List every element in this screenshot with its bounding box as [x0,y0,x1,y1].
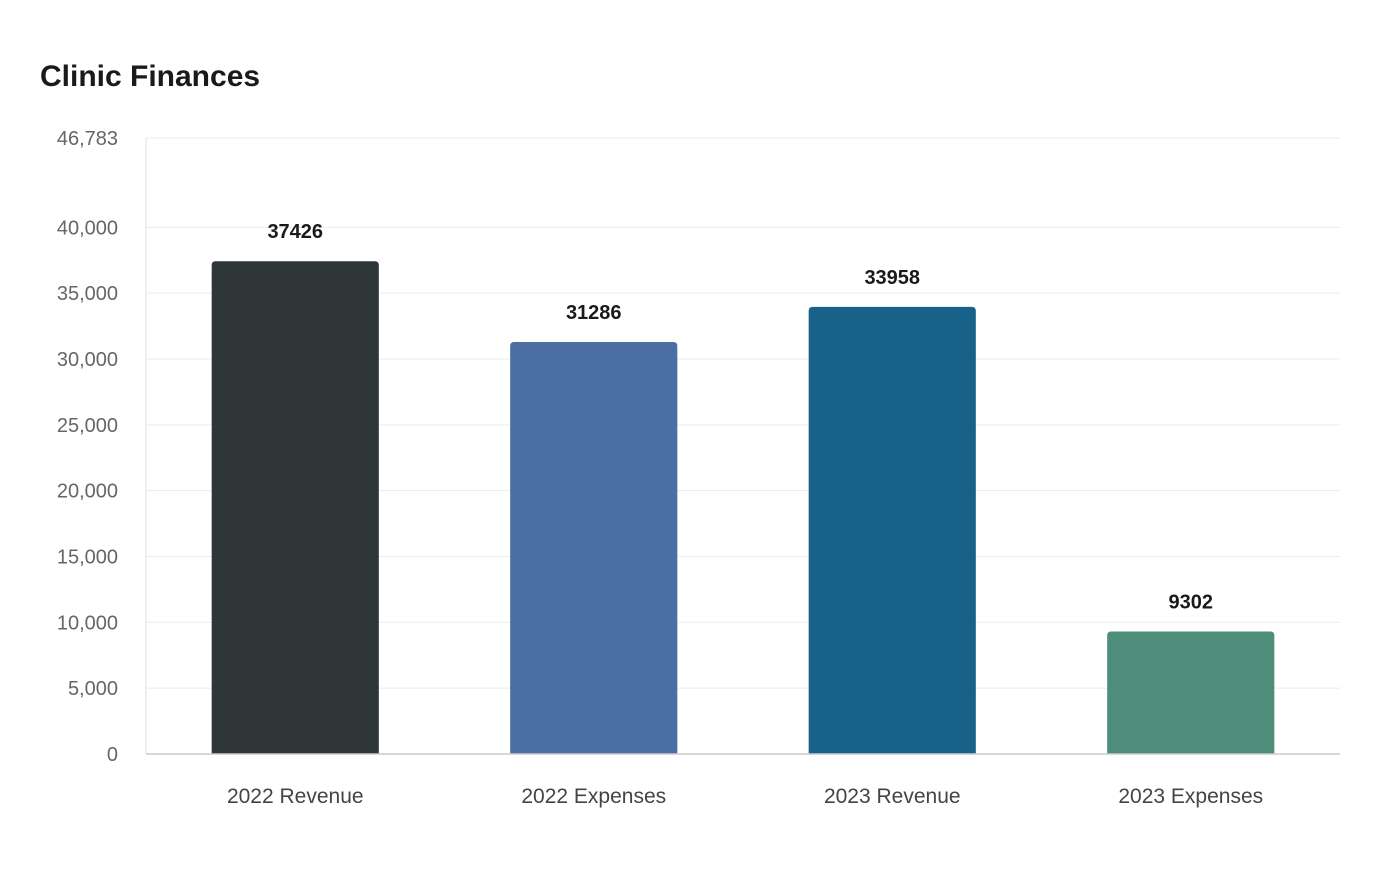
y-tick-label: 35,000 [57,283,118,305]
x-axis-categories: 2022 Revenue 2022 Expenses 2023 Revenue 202… [227,785,1263,808]
data-label: 31286 [566,302,622,324]
y-tick-label: 25,000 [57,415,118,437]
x-category-label: 2023 Revenue [824,785,961,808]
x-category-label: 2022 Revenue [227,785,364,808]
y-tick-label: 5,000 [68,678,118,700]
data-label: 9302 [1169,592,1214,614]
y-tick-label: 20,000 [57,481,118,503]
x-category-label: 2022 Expenses [521,785,666,808]
data-labels: 37426 31286 33958 9302 [267,221,1213,613]
bar-2022-expenses [510,342,678,754]
data-label: 33958 [864,267,920,289]
y-axis-ticks: 0 5,000 10,000 15,000 20,000 25,000 30,000 35,0… [57,128,118,766]
bar-2023-expenses [1107,631,1275,754]
y-tick-label: 30,000 [57,349,118,371]
x-category-label: 2023 Expenses [1118,785,1263,808]
axes [145,138,1340,755]
y-tick-label: 10,000 [57,612,118,634]
data-label: 37426 [267,221,323,243]
bar-2023-revenue [808,306,976,754]
chart-title: Clinic Finances [40,60,261,93]
y-tick-label: 46,783 [57,128,118,150]
y-tick-label: 40,000 [57,217,118,239]
bars [211,261,1275,754]
y-tick-label: 15,000 [57,546,118,568]
y-tick-label: 0 [107,744,118,766]
bar-2022-revenue [211,261,379,754]
